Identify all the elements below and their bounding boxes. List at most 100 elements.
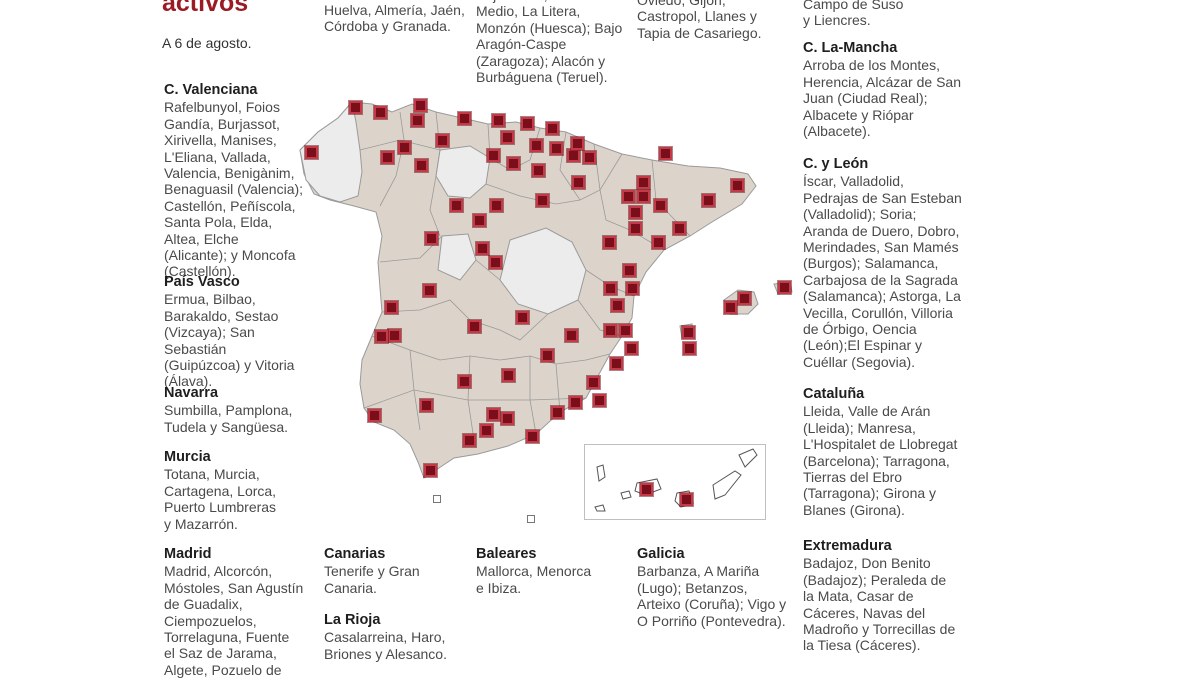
region-name: C. y León (803, 156, 869, 172)
outbreak-marker-icon (571, 137, 584, 150)
outbreak-marker-icon (682, 326, 695, 339)
region-name: C. Valenciana (164, 82, 258, 98)
outbreak-marker-icon (565, 329, 578, 342)
outbreak-marker-icon (637, 190, 650, 203)
outbreak-marker-icon (619, 324, 632, 337)
outbreak-marker-icon (414, 99, 427, 112)
outbreak-marker-icon (415, 159, 428, 172)
region-text: Íscar, Valladolid, Pedrajas de San Esteb… (803, 173, 962, 370)
region-text: Campo de Suso y Liencres. (803, 0, 904, 29)
outbreak-marker-icon (778, 281, 791, 294)
outbreak-marker-icon (368, 409, 381, 422)
outbreak-marker-icon (305, 146, 318, 159)
outbreak-marker-icon (436, 134, 449, 147)
castilla-leon-shape (435, 145, 491, 199)
outbreak-marker-icon (702, 194, 715, 207)
outbreak-marker-icon (411, 114, 424, 127)
outbreak-marker-icon (385, 301, 398, 314)
outbreak-marker-icon (476, 242, 489, 255)
outbreak-marker-icon (507, 157, 520, 170)
outbreak-marker-icon (603, 236, 616, 249)
region-name: Madrid (164, 546, 212, 562)
outbreak-marker-icon (487, 408, 500, 421)
outbreak-marker-icon (611, 299, 624, 312)
region-name: Navarra (164, 385, 219, 401)
region-canarias: Canarias Tenerife y Gran Canaria. (324, 546, 444, 596)
outbreak-marker-icon (473, 214, 486, 227)
region-la-rioja: La Rioja Casalarreina, Haro, Briones y A… (324, 612, 454, 662)
outbreak-marker-icon (492, 114, 505, 127)
region-murcia: Murcia Totana, Murcia, Cartagena, Lorca,… (164, 449, 284, 532)
region-name: La Rioja (324, 612, 381, 628)
outbreak-marker-icon (546, 122, 559, 135)
region-andalucia-tail: Huelva, Almería, Jaén, Córdoba y Granada… (324, 2, 469, 35)
outbreak-marker-icon (652, 236, 665, 249)
ceuta-marker-icon (433, 495, 441, 503)
outbreak-marker-icon (583, 151, 596, 164)
outbreak-marker-icon (738, 292, 751, 305)
region-castilla-leon: C. y León Íscar, Valladolid, Pedrajas de… (803, 156, 963, 370)
canary-islands-svg (594, 448, 758, 512)
outbreak-marker-icon (502, 369, 515, 382)
outbreak-marker-icon (680, 493, 693, 506)
outbreak-marker-icon (654, 199, 667, 212)
outbreak-marker-icon (551, 406, 564, 419)
region-text: Sumbilla, Pamplona, Tudela y Sangüesa. (164, 402, 293, 435)
outbreak-marker-icon (724, 301, 737, 314)
outbreak-marker-icon (521, 117, 534, 130)
outbreak-marker-icon (683, 342, 696, 355)
canary-islands-inset (584, 444, 766, 520)
region-text: Tenerife y Gran Canaria. (324, 563, 420, 596)
region-text: Rafelbunyol, Foios Gandía, Burjassot, Xi… (164, 99, 304, 280)
outbreak-marker-icon (490, 199, 503, 212)
outbreak-marker-icon (458, 112, 471, 125)
outbreak-marker-icon (388, 329, 401, 342)
region-name: Murcia (164, 449, 211, 465)
region-castilla-la-mancha: C. La-Mancha Arroba de los Montes, Heren… (803, 40, 963, 139)
outbreak-marker-icon (489, 256, 502, 269)
outbreak-marker-icon (550, 142, 563, 155)
region-name: Galicia (637, 546, 685, 562)
region-cataluna: Cataluña Lleida, Valle de Arán (Lleida);… (803, 386, 958, 518)
outbreak-marker-icon (375, 330, 388, 343)
la-palma-shape (596, 464, 606, 482)
region-text: Ermua, Bilbao, Barakaldo, Sestao (Vizcay… (164, 291, 295, 390)
outbreak-marker-icon (381, 151, 394, 164)
outbreak-marker-icon (623, 264, 636, 277)
region-text: Oviedo, Gijón, Castropol, Llanes y Tapia… (637, 0, 762, 41)
melilla-marker-icon (527, 515, 535, 523)
outbreak-marker-icon (480, 424, 493, 437)
outbreak-marker-icon (349, 101, 362, 114)
region-valenciana: C. Valenciana Rafelbunyol, Foios Gandía,… (164, 82, 304, 280)
outbreak-marker-icon (604, 282, 617, 295)
outbreak-marker-icon (458, 375, 471, 388)
lanzarote-shape (738, 448, 758, 468)
date-label: A 6 de agosto. (162, 35, 252, 51)
galicia-shape (299, 100, 363, 203)
region-name: Canarias (324, 546, 386, 562)
outbreak-marker-icon (450, 199, 463, 212)
region-galicia: Galicia Barbanza, A Mariña (Lugo); Betan… (637, 546, 787, 629)
la-gomera-shape (620, 490, 632, 500)
outbreak-marker-icon (593, 394, 606, 407)
outbreak-marker-icon (731, 179, 744, 192)
outbreak-marker-icon (424, 464, 437, 477)
outbreak-marker-icon (640, 483, 653, 496)
outbreak-marker-icon (625, 342, 638, 355)
region-text: Bajo Cinca; Cinca Medio, La Litera, Monz… (476, 0, 623, 86)
region-text: Badajoz, Don Benito (Badajoz); Peraleda … (803, 555, 956, 654)
region-madrid: Madrid Madrid, Alcorcón, Móstoles, San A… (164, 546, 304, 678)
region-text: Lleida, Valle de Arán (Lleida); Manresa,… (803, 403, 958, 518)
outbreak-marker-icon (423, 284, 436, 297)
el-hierro-shape (594, 504, 606, 512)
region-text: Casalarreina, Haro, Briones y Alesanco. (324, 629, 447, 662)
outbreak-marker-icon (420, 399, 433, 412)
outbreak-marker-icon (637, 176, 650, 189)
region-baleares: Baleares Mallorca, Menorca e Ibiza. (476, 546, 596, 596)
outbreak-marker-icon (604, 324, 617, 337)
outbreak-marker-icon (572, 176, 585, 189)
outbreak-marker-icon (463, 434, 476, 447)
outbreak-marker-icon (541, 349, 554, 362)
outbreak-marker-icon (374, 106, 387, 119)
region-name: C. La-Mancha (803, 40, 898, 56)
